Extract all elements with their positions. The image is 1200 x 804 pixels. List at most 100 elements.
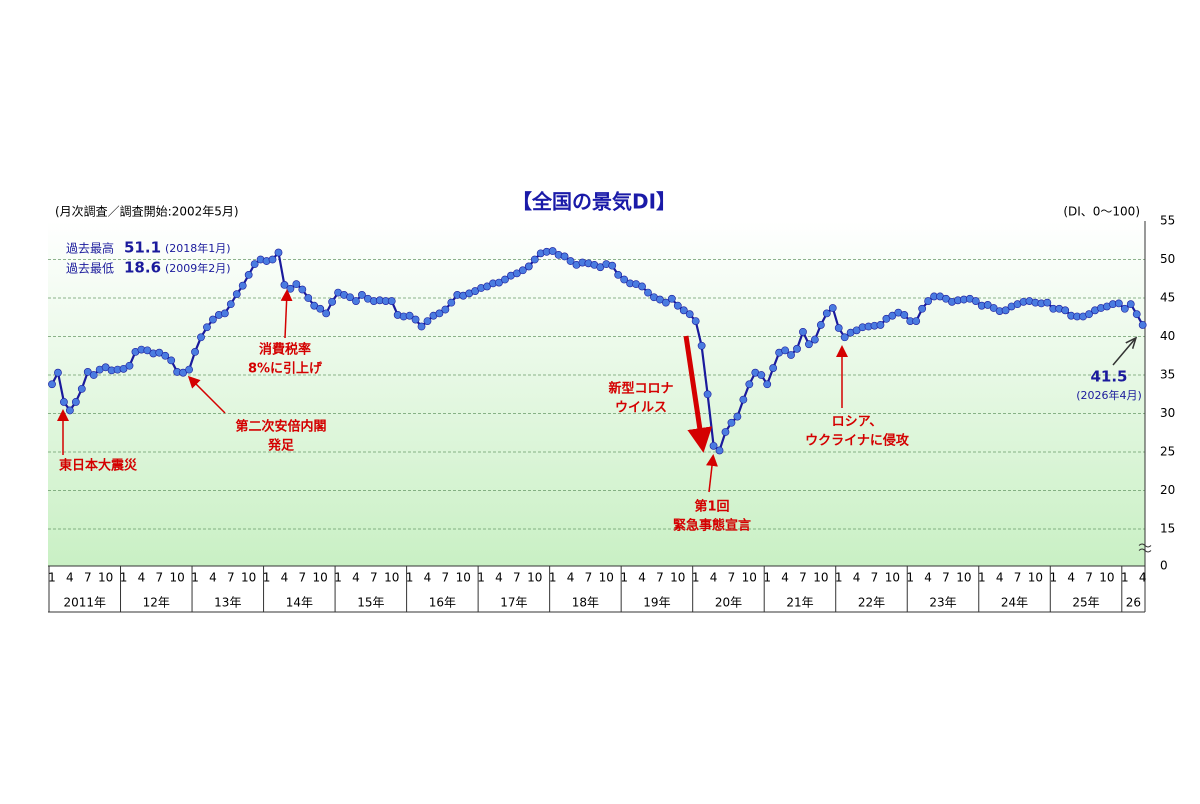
marker [423, 317, 432, 325]
x-tick-label: 4 [66, 571, 74, 585]
annotation-text: 41.5 [1090, 368, 1127, 386]
x-tick-label: 4 [1139, 571, 1147, 585]
year-label: 14年 [286, 596, 313, 610]
annotation-arrow [1112, 339, 1135, 366]
marker [1061, 306, 1070, 315]
marker [316, 304, 325, 313]
marker [608, 261, 617, 270]
year-label: 20年 [715, 596, 742, 610]
x-tick-label: 1 [334, 571, 342, 585]
marker [387, 297, 396, 305]
annotation-text: 消費税率 [259, 342, 311, 358]
x-tick-label: 1 [549, 571, 557, 585]
x-tick-label: 10 [813, 571, 828, 585]
marker [1126, 300, 1135, 309]
marker [238, 281, 247, 290]
x-tick-label: 4 [138, 571, 146, 585]
x-tick-label: 1 [906, 571, 914, 585]
y-tick-label: 50 [1160, 252, 1175, 266]
marker [924, 297, 933, 305]
marker [781, 346, 789, 355]
x-tick-label: 7 [155, 571, 163, 585]
x-tick-label: 10 [885, 571, 900, 585]
x-tick-label: 4 [781, 571, 789, 585]
annotation-text: (2026年4月) [1076, 388, 1142, 402]
y-tick-label: 45 [1160, 291, 1175, 305]
year-label: 21年 [786, 596, 813, 610]
marker [65, 406, 74, 415]
marker [197, 333, 205, 342]
marker [614, 270, 623, 279]
y-tick-label: 20 [1160, 483, 1175, 497]
marker [226, 300, 235, 309]
y-tick-label: 30 [1160, 406, 1175, 420]
annotation-text: ウクライナに侵攻 [805, 433, 910, 449]
marker [816, 321, 825, 329]
marker [220, 309, 229, 318]
record-high-label: 過去最高 [66, 241, 114, 256]
x-tick-label: 10 [241, 571, 256, 585]
record-high-value: 51.1 [124, 239, 161, 257]
x-tick-label: 7 [1014, 571, 1022, 585]
year-label: 26 [1126, 596, 1141, 610]
marker [209, 315, 217, 324]
marker [697, 341, 706, 350]
marker [638, 282, 646, 291]
x-tick-label: 7 [1085, 571, 1093, 585]
marker [644, 288, 652, 297]
y-tick-label: 15 [1160, 522, 1175, 536]
marker [203, 323, 211, 332]
x-tick-label: 1 [48, 571, 56, 585]
marker [971, 297, 980, 305]
marker [918, 304, 927, 313]
year-label: 22年 [858, 596, 885, 610]
annotation-arrow [280, 289, 293, 339]
marker [793, 344, 801, 353]
annotation-text: 第1回 [694, 499, 729, 515]
marker [834, 324, 843, 332]
x-tick-label: 10 [384, 571, 399, 585]
record-high-date: (2018年1月) [165, 241, 231, 255]
annotation-text: ウイルス [615, 401, 667, 416]
axis-break [1138, 543, 1152, 553]
marker [1001, 306, 1010, 315]
year-label: 19年 [643, 596, 670, 610]
year-label: 16年 [429, 596, 456, 610]
marker [232, 290, 241, 299]
x-tick-label: 7 [585, 571, 593, 585]
marker [763, 380, 772, 389]
x-tick-label: 4 [1067, 571, 1075, 585]
y-tick-label: 40 [1160, 329, 1175, 343]
marker [709, 441, 718, 450]
x-tick-label: 4 [281, 571, 289, 585]
marker [620, 275, 629, 284]
marker [703, 390, 712, 399]
x-tick-label: 4 [209, 571, 217, 585]
x-tick-label: 7 [656, 571, 664, 585]
x-tick-label: 4 [424, 571, 432, 585]
x-tick-label: 1 [1049, 571, 1057, 585]
annotation-text: 緊急事態宣言 [673, 518, 751, 534]
marker [828, 304, 837, 312]
marker [900, 311, 909, 319]
x-tick-label: 10 [742, 571, 757, 585]
marker [566, 257, 575, 265]
x-tick-label: 1 [120, 571, 128, 585]
marker [292, 280, 301, 289]
x-tick-label: 10 [98, 571, 113, 585]
marker [810, 335, 819, 344]
x-tick-label: 7 [84, 571, 92, 585]
marker [48, 380, 56, 389]
marker [286, 284, 295, 293]
marker [447, 298, 456, 307]
year-label: 12年 [143, 596, 170, 610]
x-tick-label: 7 [227, 571, 235, 585]
marker [1085, 310, 1093, 319]
x-tick-label: 7 [513, 571, 521, 585]
marker [679, 306, 688, 315]
marker [167, 356, 176, 365]
marker [685, 310, 694, 319]
annotation-text: 東日本大震災 [59, 458, 138, 474]
marker [322, 309, 331, 318]
year-label: 18年 [572, 596, 599, 610]
